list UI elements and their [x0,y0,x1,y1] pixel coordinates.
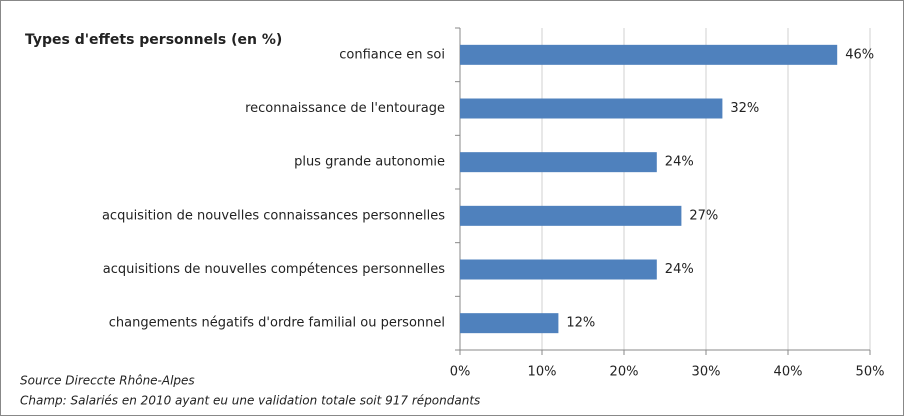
y-tick-label: acquisitions de nouvelles compétences pe… [103,262,445,277]
value-label: 27% [689,208,718,223]
bar [460,44,838,65]
value-label: 12% [566,316,595,331]
x-tick-label: 50% [856,365,885,380]
bar [460,259,657,280]
x-tick-label: 0% [450,365,471,380]
bar [460,98,723,119]
bar [460,205,682,226]
chart-title: Types d'effets personnels (en %) [25,32,282,48]
x-tick-label: 10% [528,365,557,380]
x-tick-label: 30% [692,365,721,380]
y-tick-label: changements négatifs d'ordre familial ou… [109,316,445,331]
x-tick-label: 20% [610,365,639,380]
value-label: 46% [845,47,874,62]
bar [460,152,657,173]
x-tick-label: 40% [774,365,803,380]
source-note: Source Direccte Rhône-Alpes [20,374,195,388]
y-tick-label: plus grande autonomie [294,155,445,170]
scope-note: Champ: Salariés en 2010 ayant eu une val… [20,394,480,408]
value-label: 24% [665,262,694,277]
value-label: 24% [665,155,694,170]
bar [460,313,559,334]
y-tick-label: confiance en soi [339,47,445,62]
y-tick-label: acquisition de nouvelles connaissances p… [102,208,445,223]
value-label: 32% [730,101,759,116]
y-tick-label: reconnaissance de l'entourage [245,101,445,116]
